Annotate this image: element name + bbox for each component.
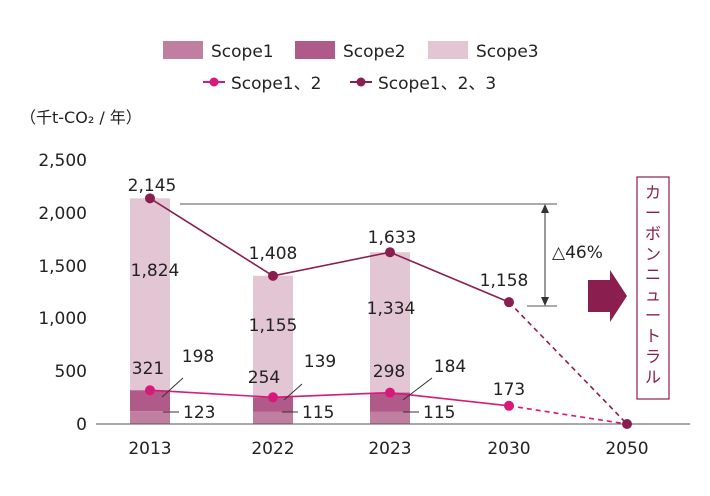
- legend-marker-scope12: [209, 77, 219, 87]
- label-scope123-2030: 1,158: [480, 271, 529, 291]
- reduction-bracket: △46%: [180, 203, 603, 307]
- y-tick-label: 0: [76, 415, 87, 435]
- data-labels: 2,145 1,408 1,633 1,158 1,824 1,155 1,33…: [128, 176, 529, 423]
- leader-scope2-2013: [161, 377, 184, 398]
- reduction-label: △46%: [552, 243, 603, 263]
- point-scope123-2050: [622, 419, 632, 429]
- carbon-neutral-frame: [636, 176, 670, 400]
- bar-scope3-2013: [130, 198, 170, 391]
- legend-label-scope3: Scope3: [476, 42, 539, 62]
- y-tick-label: 2,000: [38, 204, 87, 224]
- label-scope123-2013: 2,145: [128, 176, 177, 196]
- legend-marker-scope123: [356, 77, 366, 87]
- label-scope1-2013: 123: [183, 403, 215, 423]
- markers: [145, 193, 632, 429]
- point-scope12-2023: [385, 387, 395, 398]
- label-scope3-2022: 1,155: [249, 316, 298, 336]
- lines: [149, 197, 628, 425]
- label-scope1-2023: 115: [423, 403, 455, 423]
- label-scope3-2023: 1,334: [367, 299, 416, 319]
- point-scope123-2013: [145, 193, 155, 204]
- bar-scope2-2022: [253, 397, 293, 412]
- label-scope2-2013: 198: [182, 347, 214, 367]
- label-scope12-2023: 298: [373, 362, 405, 382]
- label-scope2-2022: 139: [304, 352, 336, 372]
- bar-scope1-2023: [370, 411, 410, 424]
- legend-swatch-scope2: [295, 41, 335, 59]
- x-tick-label: 2050: [605, 439, 648, 459]
- carbon-neutral-box: カーボンニュートラル: [636, 176, 670, 400]
- label-scope12-2030: 173: [493, 380, 525, 400]
- unit-label: （千t-CO₂ / 年）: [20, 108, 142, 127]
- x-tick-label: 2030: [487, 439, 530, 459]
- point-scope12-2030: [504, 400, 514, 411]
- legend-label-scope12: Scope1、2: [231, 74, 321, 94]
- label-scope123-2022: 1,408: [249, 244, 298, 264]
- y-tick-label: 1,000: [38, 309, 87, 329]
- leader-scope2-2022: [283, 383, 303, 401]
- x-tick-label: 2013: [128, 439, 171, 459]
- x-tick-label: 2023: [368, 439, 411, 459]
- label-scope1-2022: 115: [302, 403, 334, 423]
- bar-scope2-2013: [130, 390, 170, 412]
- label-scope3-2013: 1,824: [131, 261, 180, 281]
- point-scope123-2022: [268, 270, 278, 281]
- label-scope12-2013: 321: [132, 359, 164, 379]
- label-scope12-2022: 254: [248, 368, 280, 388]
- leader-lines: [161, 377, 433, 413]
- label-scope123-2023: 1,633: [368, 228, 417, 248]
- line-scope123: [149, 197, 510, 303]
- legend-swatch-scope1: [163, 41, 203, 59]
- bar-scope1-2022: [253, 411, 293, 424]
- line-scope12: [149, 389, 510, 407]
- line-scope123-projection: [508, 301, 628, 425]
- y-axis: 2,500 2,000 1,500 1,000 500 0: [38, 151, 87, 435]
- bracket-arrow-down: [541, 297, 549, 306]
- bar-scope2-2023: [370, 392, 410, 412]
- point-scope123-2023: [385, 247, 395, 258]
- point-scope123-2030: [504, 297, 514, 308]
- bars: [130, 198, 410, 424]
- bracket-arrow-up: [541, 204, 549, 213]
- bar-scope3-2022: [253, 275, 293, 398]
- y-tick-label: 1,500: [38, 257, 87, 277]
- legend-swatch-scope3: [428, 41, 468, 59]
- y-tick-label: 2,500: [38, 151, 87, 171]
- label-scope2-2023: 184: [434, 357, 466, 377]
- point-scope12-2022: [268, 392, 278, 403]
- leader-scope2-2023: [402, 377, 433, 401]
- carbon-neutral-label: カーボンニュートラル: [645, 183, 661, 387]
- bar-scope1-2013: [130, 411, 170, 424]
- legend-label-scope1: Scope1: [211, 42, 274, 62]
- y-tick-label: 500: [55, 362, 87, 382]
- x-axis: 2013 2022 2023 2030 2050: [128, 439, 648, 459]
- legend-label-scope123: Scope1、2、3: [378, 74, 496, 94]
- point-scope12-2013: [145, 385, 155, 396]
- legend: Scope1 Scope2 Scope3 Scope1、2 Scope1、2、3: [163, 41, 539, 94]
- bar-scope3-2023: [370, 252, 410, 393]
- big-arrow-icon: [588, 270, 627, 322]
- legend-label-scope2: Scope2: [343, 42, 406, 62]
- line-scope12-projection: [508, 405, 628, 425]
- x-tick-label: 2022: [251, 439, 294, 459]
